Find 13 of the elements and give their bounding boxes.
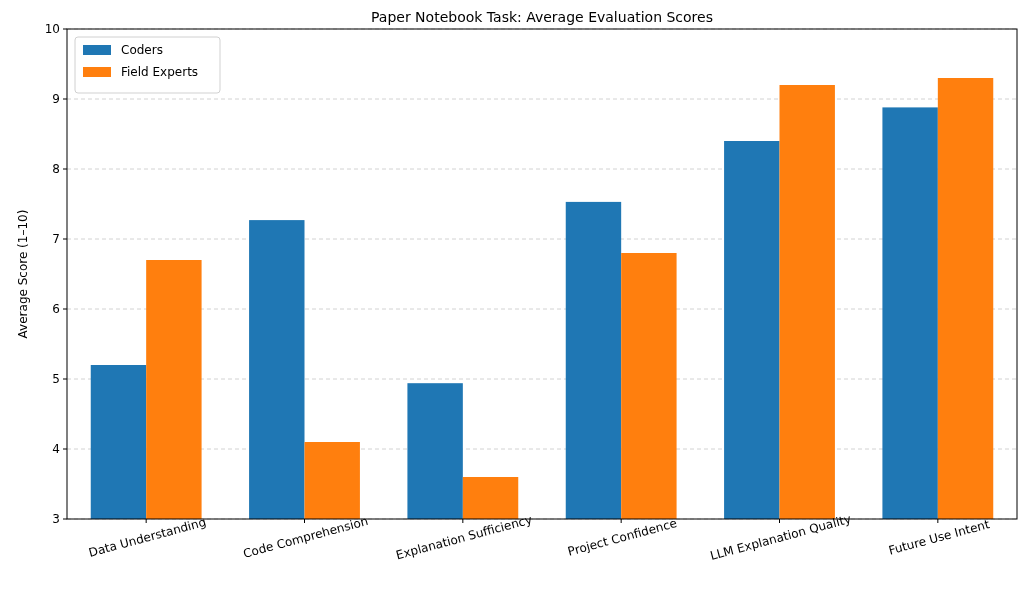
legend-label: Field Experts xyxy=(121,65,199,80)
chart-title: Paper Notebook Task: Average Evaluation Scores xyxy=(371,9,713,25)
y-tick-label: 5 xyxy=(52,371,60,386)
legend-label: Coders xyxy=(121,43,163,58)
x-tick-label: Future Use Intent xyxy=(887,517,992,558)
y-tick-label: 8 xyxy=(52,161,60,176)
y-tick-label: 10 xyxy=(44,21,60,36)
y-axis-title: Average Score (1–10) xyxy=(16,209,30,339)
y-tick-label: 9 xyxy=(52,91,60,106)
y-tick-label: 4 xyxy=(52,441,60,456)
y-tick-label: 7 xyxy=(52,231,60,246)
y-tick-label: 3 xyxy=(52,511,60,526)
y-tick-label: 6 xyxy=(52,301,60,316)
